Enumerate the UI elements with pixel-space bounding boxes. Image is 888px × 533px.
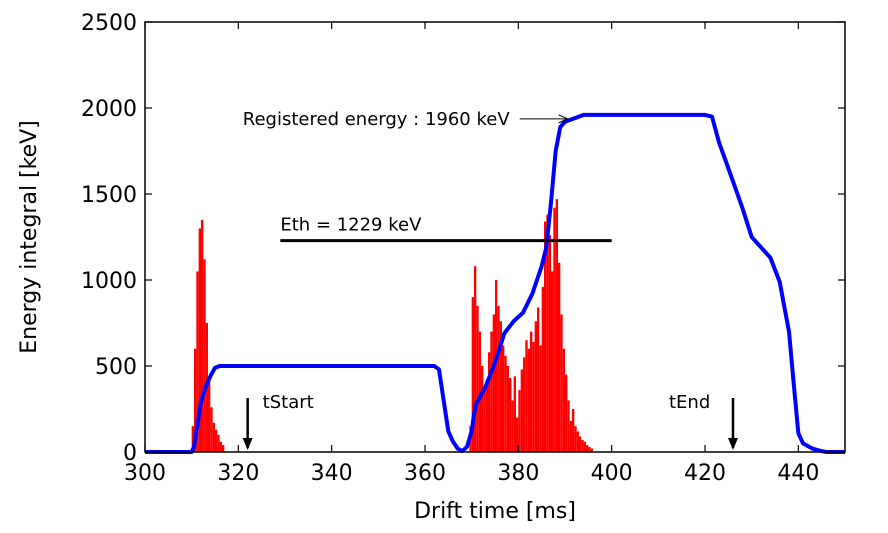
- histogram-bar: [539, 345, 542, 452]
- x-tick-label: 340: [311, 461, 353, 486]
- x-tick-label: 400: [591, 461, 633, 486]
- histogram-bar: [212, 422, 215, 452]
- histogram-bar: [534, 321, 537, 452]
- histogram-bar: [553, 207, 556, 452]
- histogram-bar: [546, 214, 549, 452]
- y-axis-title: Energy integral [keV]: [17, 120, 42, 354]
- histogram-bar: [509, 378, 512, 452]
- histogram-bar: [478, 331, 481, 452]
- histogram-bar: [499, 321, 502, 452]
- annotations: Eth = 1229 keV Registered energy : 1960 k…: [242, 109, 738, 450]
- histogram-bar: [558, 262, 561, 452]
- histogram-bar: [488, 352, 491, 452]
- histogram-bar: [567, 400, 570, 452]
- histogram-bar: [544, 221, 547, 452]
- histogram-bar: [581, 439, 584, 452]
- histogram-bar: [555, 199, 558, 452]
- histogram-bar: [201, 219, 204, 452]
- histogram-bar: [525, 340, 528, 452]
- plot-frame: [144, 21, 846, 453]
- x-tick-label: 380: [497, 461, 539, 486]
- histogram-bar: [215, 429, 218, 452]
- histogram-bar: [483, 386, 486, 452]
- y-tick-label: 1000: [81, 269, 137, 294]
- histogram-bar: [523, 357, 526, 452]
- histogram-bar: [481, 366, 484, 452]
- histogram-bar: [476, 305, 479, 452]
- tstart-label: tStart: [263, 392, 314, 413]
- energy-line: [145, 112, 845, 454]
- histogram-bar: [495, 280, 498, 452]
- histogram-bar: [513, 376, 516, 452]
- y-tick-label: 1500: [81, 183, 137, 208]
- histogram-bar: [492, 314, 495, 452]
- histogram-bar: [490, 331, 493, 452]
- histogram-bar: [203, 259, 206, 452]
- histogram-bar: [527, 348, 530, 452]
- histogram-bar: [506, 366, 509, 452]
- histogram-bar: [588, 446, 591, 452]
- threshold-label: Eth = 1229 keV: [280, 215, 422, 236]
- histogram-bar: [198, 228, 201, 452]
- histogram-bar: [210, 407, 213, 452]
- x-tick-label: 440: [777, 461, 819, 486]
- histogram-bar: [497, 305, 500, 452]
- histogram-bar: [511, 400, 514, 452]
- registered-energy-label: Registered energy : 1960 keV: [243, 109, 511, 130]
- histogram-bar: [569, 421, 572, 452]
- x-tick-label: 360: [404, 461, 446, 486]
- histogram-bar: [471, 297, 474, 452]
- histogram-bar: [551, 271, 554, 452]
- histogram-bar: [191, 426, 194, 452]
- x-tick-label: 420: [684, 461, 726, 486]
- axis-ticks: 300 320 340 360 380 400 420 440 0 500 1000 1500 2000…: [81, 11, 845, 486]
- registered-arrow-head: [558, 114, 569, 124]
- histogram-bar: [532, 341, 535, 452]
- histogram-bar: [196, 271, 199, 452]
- histogram-bar: [530, 331, 533, 452]
- energy-integral-curve: [145, 112, 845, 454]
- histogram-bar: [520, 369, 523, 452]
- histogram-bar: [474, 266, 477, 452]
- x-axis-title: Drift time [ms]: [414, 499, 576, 524]
- tend-label: tEnd: [669, 392, 710, 413]
- histogram-bar: [219, 441, 222, 452]
- histogram-bar: [583, 441, 586, 452]
- histogram-bar: [194, 348, 197, 452]
- histogram-bar: [586, 445, 589, 452]
- histogram-bar: [562, 348, 565, 452]
- y-tick-label: 2500: [81, 11, 137, 36]
- y-tick-label: 0: [123, 441, 137, 466]
- histogram-bar: [576, 431, 579, 452]
- histogram-bar: [485, 379, 488, 452]
- histogram-bar: [565, 374, 568, 452]
- x-tick-label: 320: [217, 461, 259, 486]
- histogram-bar: [548, 235, 551, 452]
- y-tick-label: 2000: [81, 97, 137, 122]
- histogram-bar: [574, 426, 577, 452]
- tstart-arrow-head: [242, 438, 253, 450]
- histogram-bar: [504, 355, 507, 452]
- histogram-bar: [579, 436, 582, 452]
- histogram-bar: [537, 307, 540, 452]
- histogram-bar: [217, 434, 220, 452]
- histogram-bar: [560, 314, 563, 452]
- histogram-bar: [572, 409, 575, 452]
- x-tick-label: 300: [124, 461, 166, 486]
- histogram-bar: [208, 379, 211, 452]
- plot-border: [144, 21, 846, 453]
- histogram-bar: [541, 286, 544, 452]
- histogram-bar: [518, 390, 521, 452]
- histogram-bar: [590, 448, 593, 452]
- tend-arrow-head: [728, 438, 738, 450]
- histogram-bar: [502, 345, 505, 452]
- histogram-bar: [516, 417, 519, 452]
- histogram-bar: [222, 445, 225, 452]
- y-tick-label: 500: [95, 355, 137, 380]
- histogram-bars: [191, 199, 593, 452]
